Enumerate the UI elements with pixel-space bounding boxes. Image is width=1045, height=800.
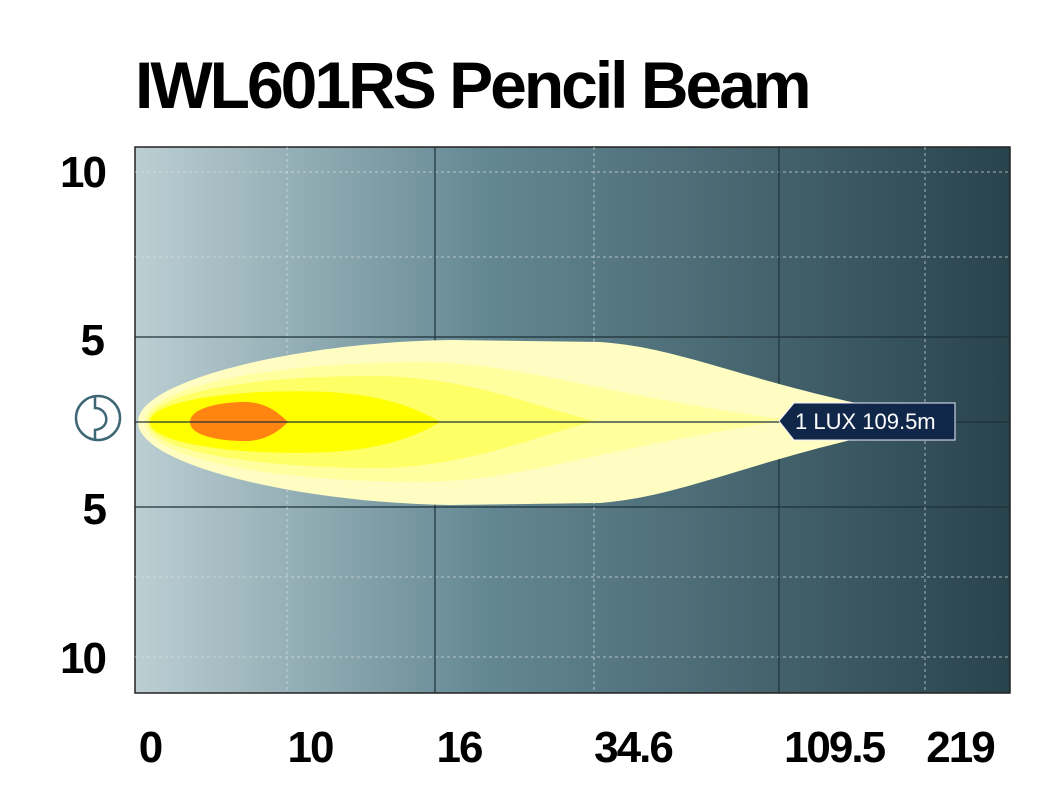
annotation-label: 1 LUX 109.5m: [795, 409, 936, 434]
x-label: 109.5: [784, 723, 886, 772]
y-label: 5: [81, 316, 105, 365]
y-label: 10: [60, 148, 105, 197]
y-label: 10: [60, 634, 105, 683]
x-label: 10: [288, 723, 333, 772]
x-label: 219: [926, 723, 994, 772]
x-label: 0: [139, 723, 162, 772]
lamp-icon: [74, 394, 122, 442]
title: IWL601RS Pencil Beam: [135, 48, 809, 122]
x-label: 16: [437, 723, 482, 772]
x-label: 34.6: [594, 723, 672, 772]
annotation: 1 LUX 109.5m: [778, 402, 956, 441]
y-label: 5: [83, 485, 107, 534]
